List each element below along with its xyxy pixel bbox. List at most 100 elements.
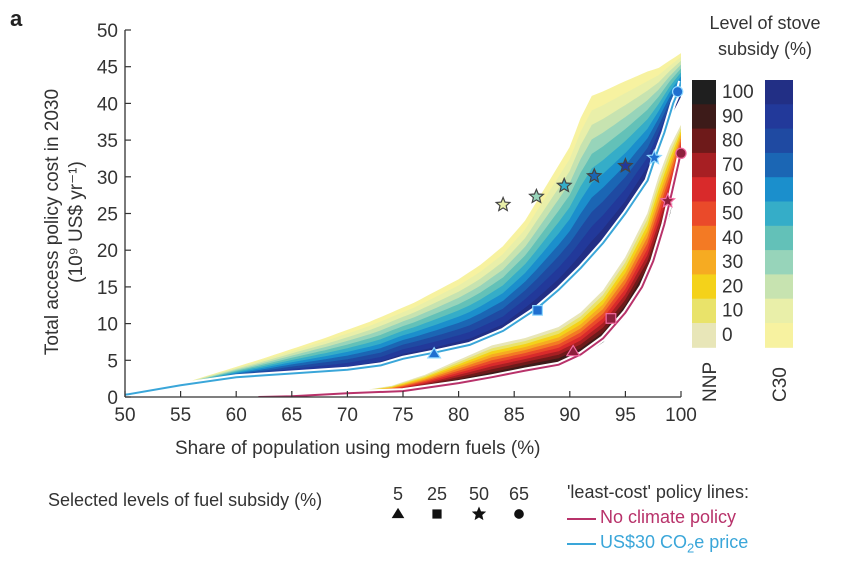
- subsidy-star-1: [528, 187, 545, 204]
- c30-colorbar-swatch: [765, 152, 793, 178]
- colorbar-level-label: 20: [722, 276, 743, 297]
- y-tick-label: 10: [97, 315, 118, 336]
- x-tick-label: 90: [559, 405, 580, 426]
- subsidy-star-0: [494, 195, 512, 212]
- panel-label: a: [10, 6, 23, 31]
- y-tick-label: 5: [107, 351, 118, 372]
- y-tick-label: 30: [97, 168, 118, 189]
- axes: 0 5 10 15 20 25 30 35 40 45 50 50 55 60 65 70 75 80 85 90 95…: [97, 21, 697, 426]
- subsidy-star-2: [555, 176, 573, 193]
- nnp-colorbar-swatch: [692, 298, 716, 324]
- colorbar-level-label: 0: [722, 325, 733, 346]
- x-tick-label: 85: [504, 405, 525, 426]
- legend-co2-text: US$30 CO: [600, 532, 688, 552]
- colorbar-level-label: 40: [722, 228, 743, 249]
- nnp-colorbar-swatch: [692, 177, 716, 202]
- colorbar-level-label: 30: [722, 252, 743, 273]
- y-axis-label-line1: Total access policy cost in 2030: [42, 88, 63, 356]
- x-tick-label: 50: [114, 405, 135, 426]
- y-axis-label-line2: (10⁹ US$ yr⁻¹): [66, 161, 87, 283]
- y-tick-label: 0: [107, 388, 118, 409]
- c30-colorbar-swatch: [765, 104, 793, 130]
- colorbar-level-label: 10: [722, 301, 743, 322]
- colorbar-level-label: 50: [722, 204, 743, 225]
- nnp-colorbar-swatch: [692, 128, 716, 154]
- nnp-colorbar-swatch: [692, 274, 716, 300]
- legend-co2-subscript: 2: [687, 540, 695, 556]
- fuel-subsidy-legend-title: Selected levels of fuel subsidy (%): [48, 490, 323, 510]
- colorbar-title: Level of stove subsidy (%): [690, 10, 840, 62]
- x-tick-label: 65: [281, 405, 302, 426]
- c30-colorbar-swatch: [765, 177, 793, 202]
- y-tick-label: 35: [97, 131, 118, 152]
- colorbar-level-label: 60: [722, 179, 743, 200]
- legend-co2-price: US$30 CO2e price: [600, 532, 748, 556]
- legend-no-climate-policy: No climate policy: [600, 507, 737, 527]
- nnp-colorbar-swatch: [692, 225, 716, 251]
- c30-colorbar-swatch: [765, 323, 793, 348]
- marker-no-climate-circle: [675, 147, 687, 160]
- c30-colorbar-swatch: [765, 80, 793, 105]
- subsidy-star-3: [585, 167, 603, 184]
- fuel-subsidy-level-25: 25: [427, 484, 447, 504]
- x-tick-label: 95: [615, 405, 636, 426]
- colorbar-label-nnp: NNP: [700, 362, 721, 402]
- x-axis-label: Share of population using modern fuels (…: [175, 438, 541, 459]
- legend-co2-tail: e price: [694, 532, 749, 552]
- c30-colorbar-swatch: [765, 128, 793, 154]
- colorbar-title-line2: subsidy (%): [717, 39, 813, 59]
- colorbar-level-label: 70: [722, 155, 743, 176]
- c30-colorbar-swatch: [765, 201, 793, 227]
- fuel-subsidy-level-65: 65: [509, 484, 529, 504]
- legend-triangle-icon: [391, 507, 405, 519]
- legend-square-icon: [432, 509, 442, 519]
- legend-star-icon: [471, 506, 487, 521]
- policy-legend-title: 'least-cost' policy lines:: [567, 482, 749, 502]
- c30-colorbar-swatch: [765, 250, 793, 275]
- legend-circle-icon: [514, 509, 524, 519]
- x-tick-label: 100: [665, 405, 697, 426]
- nnp-colorbar-swatch: [692, 250, 716, 275]
- y-tick-label: 20: [97, 241, 118, 262]
- marker-co2-triangle: [426, 346, 442, 359]
- marker-co2-square: [532, 304, 543, 316]
- y-tick-label: 45: [97, 58, 118, 79]
- x-tick-label: 75: [392, 405, 413, 426]
- colorbar-level-label: 100: [722, 82, 754, 103]
- fuel-subsidy-markers: [426, 85, 687, 359]
- marker-co2-star: [646, 148, 663, 165]
- y-axis-label: Total access policy cost in 2030 (10⁹ US…: [41, 62, 89, 382]
- nnp-colorbar-swatch: [692, 104, 716, 130]
- series-line-0: [258, 150, 681, 397]
- colorbar-level-label: 90: [722, 106, 743, 127]
- legend-symbols: 5 25 50 65: [391, 484, 596, 545]
- y-tick-label: 50: [97, 21, 118, 42]
- x-tick-label: 70: [337, 405, 358, 426]
- y-tick-label: 40: [97, 94, 118, 115]
- x-tick-label: 60: [226, 405, 247, 426]
- colorbar-title-line1: Level of stove: [709, 13, 821, 33]
- nnp-colorbar-swatch: [692, 323, 716, 348]
- marker-co2-circle: [671, 85, 684, 98]
- fuel-subsidy-level-5: 5: [393, 484, 403, 504]
- fuel-subsidy-level-50: 50: [469, 484, 489, 504]
- y-tick-label: 15: [97, 278, 118, 299]
- subsidy-star-4: [617, 157, 634, 173]
- marker-no-climate-star: [659, 192, 677, 209]
- c30-colorbar-swatch: [765, 274, 793, 300]
- y-tick-label: 25: [97, 205, 118, 226]
- marker-no-climate-square: [605, 313, 617, 324]
- marker-no-climate-triangle: [565, 344, 581, 357]
- c30-colorbar-swatch: [765, 225, 793, 251]
- c30-colorbar-swatch: [765, 298, 793, 324]
- nnp-colorbar-swatch: [692, 80, 716, 105]
- nnp-colorbar-swatch: [692, 152, 716, 178]
- colorbar-label-c30: C30: [770, 367, 791, 402]
- nnp-colorbar-swatch: [692, 201, 716, 227]
- c30-colored-bands: [125, 53, 681, 396]
- x-tick-label: 55: [170, 405, 191, 426]
- colorbar-level-label: 80: [722, 131, 743, 152]
- x-tick-label: 80: [448, 405, 469, 426]
